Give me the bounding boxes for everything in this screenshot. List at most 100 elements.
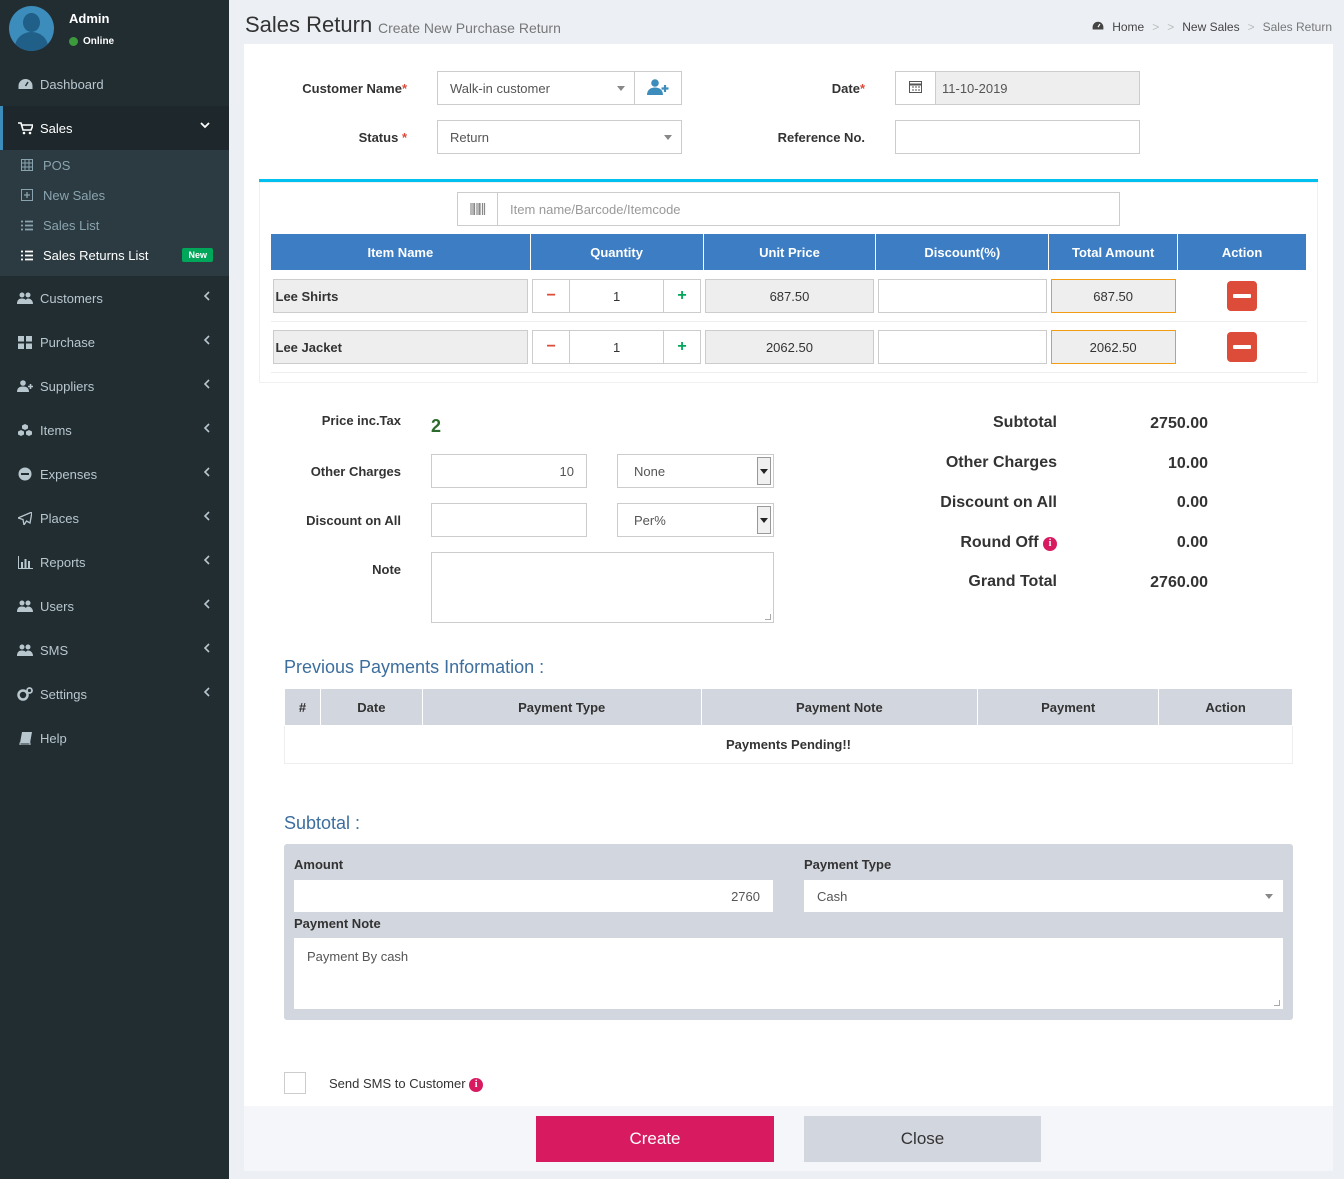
sidebar-item-label: Sales	[40, 120, 73, 136]
sidebar-item-label: Help	[40, 730, 67, 746]
note-textarea[interactable]	[431, 552, 774, 623]
sidebar-item-label: Sales List	[43, 217, 100, 233]
sidebar-item-sales-returns-list[interactable]: Sales Returns List New	[0, 240, 229, 270]
payments-empty-message: Payments Pending!!	[284, 725, 1293, 764]
user-plus-icon	[17, 379, 33, 393]
discount-on-all-label: Discount on All	[306, 513, 401, 528]
items-table: Item Name Quantity Unit Price Discount(%…	[270, 233, 1307, 373]
discount-input[interactable]	[877, 279, 1047, 313]
chevron-left-icon	[203, 423, 210, 436]
unit-price-cell: 687.50	[705, 279, 874, 313]
sidebar-item-purchase[interactable]: Purchase	[0, 320, 229, 364]
breadcrumb-home[interactable]: Home	[1112, 20, 1145, 34]
breadcrumb-separator: >	[1152, 20, 1160, 34]
table-row: Lee Jacket − 1 + 2062.50 2062.50	[270, 321, 1307, 373]
reference-field[interactable]	[895, 120, 1140, 154]
user-panel: Admin Online	[0, 0, 229, 62]
book-icon	[17, 731, 33, 745]
user-plus-icon	[647, 78, 669, 98]
other-charges-input[interactable]: 10	[431, 454, 587, 488]
sidebar-item-settings[interactable]: Settings	[0, 672, 229, 716]
payment-note-label: Payment Note	[294, 916, 381, 931]
payment-type-select[interactable]: Cash	[804, 880, 1283, 912]
sales-submenu: POS New Sales Sales List Sales Returns L…	[0, 150, 229, 276]
payment-type-value: Cash	[817, 888, 848, 904]
sidebar-item-label: Expenses	[40, 466, 98, 482]
remove-item-button[interactable]	[1227, 332, 1258, 362]
add-customer-button[interactable]	[634, 71, 682, 105]
sidebar-item-label: New Sales	[43, 187, 106, 203]
item-search-input[interactable]: Item name/Barcode/Itemcode	[510, 201, 681, 217]
unit-price-cell: 2062.50	[705, 330, 874, 364]
quantity-input[interactable]: 1	[570, 330, 664, 364]
list-icon	[20, 220, 33, 231]
subtotal-label: Subtotal	[993, 414, 1057, 431]
section-divider	[259, 179, 1318, 182]
chevron-left-icon	[203, 467, 210, 480]
bar-chart-icon	[17, 555, 33, 569]
chevron-left-icon	[203, 599, 210, 612]
sidebar-item-label: Users	[40, 598, 74, 614]
column-header: Date	[319, 688, 423, 726]
column-header: Quantity	[529, 233, 704, 271]
breadcrumb-current: Sales Return	[1262, 20, 1332, 34]
column-header: Item Name	[270, 233, 531, 271]
form-footer	[244, 1106, 1333, 1171]
discount-input[interactable]	[877, 330, 1047, 364]
quantity-input[interactable]: 1	[570, 279, 664, 313]
note-label: Note	[372, 562, 401, 577]
caret-down-icon	[757, 506, 771, 534]
payment-note-textarea[interactable]: Payment By cash	[294, 938, 1283, 1009]
discount-on-all-input[interactable]	[431, 503, 587, 537]
users-icon	[17, 291, 33, 305]
caret-down-icon	[664, 135, 672, 140]
sidebar-item-sms[interactable]: SMS	[0, 628, 229, 672]
reference-label: Reference No.	[777, 130, 865, 145]
grand-total-label: Grand Total	[968, 573, 1057, 590]
increase-qty-button[interactable]: +	[663, 330, 702, 364]
other-charges-tax-select[interactable]: None	[617, 454, 774, 488]
decrease-qty-button[interactable]: −	[532, 279, 571, 313]
close-button[interactable]: Close	[804, 1116, 1041, 1162]
sidebar-item-new-sales[interactable]: New Sales	[0, 180, 229, 210]
sidebar-item-dashboard[interactable]: Dashboard	[0, 62, 229, 106]
sidebar-item-places[interactable]: Places	[0, 496, 229, 540]
info-icon[interactable]: i	[469, 1077, 484, 1092]
item-search: Item name/Barcode/Itemcode	[457, 192, 1120, 226]
sidebar-item-items[interactable]: Items	[0, 408, 229, 452]
total-amount-cell: 687.50	[1050, 279, 1176, 313]
caret-down-icon	[1265, 894, 1273, 899]
decrease-qty-button[interactable]: −	[532, 330, 571, 364]
increase-qty-button[interactable]: +	[663, 279, 702, 313]
sidebar-item-expenses[interactable]: Expenses	[0, 452, 229, 496]
column-header: #	[284, 688, 321, 726]
new-badge: New	[182, 248, 213, 262]
sidebar-item-pos[interactable]: POS	[0, 150, 229, 180]
send-sms-checkbox[interactable]	[284, 1072, 306, 1094]
breadcrumb-new-sales[interactable]: New Sales	[1182, 20, 1240, 34]
discount-type-select[interactable]: Per%	[617, 503, 774, 537]
sidebar-item-sales-list[interactable]: Sales List	[0, 210, 229, 240]
status-select[interactable]: Return	[437, 120, 682, 154]
round-off-label: Round Off i	[960, 534, 1057, 552]
column-header: Action	[1158, 688, 1293, 726]
amount-input[interactable]: 2760	[294, 880, 773, 912]
quantity-stepper: − 1 +	[532, 330, 702, 364]
sidebar-item-reports[interactable]: Reports	[0, 540, 229, 584]
remove-item-button[interactable]	[1227, 281, 1258, 311]
chevron-left-icon	[203, 511, 210, 524]
sidebar-item-help[interactable]: Help	[0, 716, 229, 760]
customer-select[interactable]: Walk-in customer	[437, 71, 635, 105]
sidebar-item-customers[interactable]: Customers	[0, 276, 229, 320]
date-field-value: 11-10-2019	[942, 80, 1008, 96]
page-subtitle: Create New Purchase Return	[378, 20, 561, 36]
sidebar-item-sales[interactable]: Sales	[0, 106, 229, 150]
subtotal-value: 2750.00	[1150, 415, 1208, 432]
chevron-down-icon	[200, 120, 210, 132]
sidebar-item-users[interactable]: Users	[0, 584, 229, 628]
info-icon[interactable]: i	[1043, 536, 1057, 551]
minus-icon	[1233, 294, 1252, 298]
date-field[interactable]: 11-10-2019	[935, 71, 1140, 105]
create-button[interactable]: Create	[536, 1116, 774, 1162]
sidebar-item-suppliers[interactable]: Suppliers	[0, 364, 229, 408]
